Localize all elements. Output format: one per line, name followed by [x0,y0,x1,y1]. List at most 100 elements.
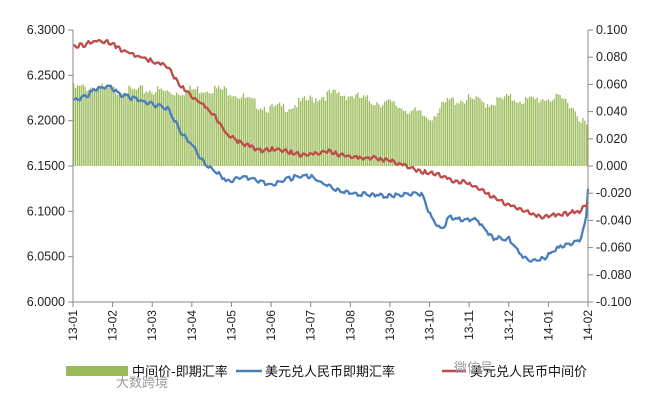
spread-bar [477,96,479,166]
spread-bar [422,115,424,166]
spread-bar [196,86,199,166]
spread-bar [574,111,576,166]
spread-bar [273,106,275,166]
spread-bar [525,96,527,166]
x-tick-labels: 13-01 13-02 13-03 13-04 13-05 13-06 13-07 13-08… [66,302,595,341]
spread-bar [511,100,514,166]
spread-bar [387,99,390,166]
spread-bar [446,97,449,166]
spread-bar [305,100,308,166]
spread-bar [317,101,319,166]
spread-bar [246,97,248,166]
spread-bar [311,97,313,166]
line-series-group [72,38,590,263]
spread-bar [565,98,567,166]
spread-bar [168,91,170,166]
spread-bar [164,91,166,166]
spread-bar [210,93,212,166]
x-tick-label: 13-05 [224,310,238,341]
spread-bar [105,85,107,166]
spread-bar [130,87,132,166]
spread-bar [380,107,382,166]
spread-bar [128,85,130,166]
spread-bar [568,108,571,166]
spread-bar [195,89,197,166]
spread-bar [391,101,393,166]
spread-bar [406,114,409,166]
spread-bar [111,86,113,166]
right-y-tick-label: 0.080 [596,50,627,64]
spread-bar [151,92,153,166]
x-tick-label: 14-01 [541,310,555,341]
spread-bar [267,112,269,166]
spread-bar [340,95,342,166]
left-y-tick-label: 6.1000 [27,204,65,218]
spread-bar [462,101,464,166]
spread-bar [326,91,328,166]
spread-bar [189,85,191,166]
spread-bar [372,105,374,166]
spread-bar [259,108,262,166]
spread-bar [500,97,502,166]
spread-bar [351,96,353,166]
spread-bar [353,98,355,166]
spread-bar [299,101,302,166]
spread-bar [313,102,315,166]
spread-bar [368,100,370,166]
spread-bar [216,88,218,166]
left-y-tick-labels: 6.0000 6.0500 6.1000 6.1500 6.2000 6.2500 6.30… [27,23,73,309]
spread-bar [347,96,349,166]
spread-bar [122,96,124,166]
spread-bar [542,99,544,166]
x-tick-label: 13-04 [185,310,199,341]
spread-bar [176,92,178,166]
right-y-tick-label: 0.020 [596,132,627,146]
spread-bar [233,96,235,166]
spread-bar [303,96,306,166]
spread-bar [166,90,168,166]
spread-bar [217,85,220,166]
spread-bar [464,103,466,166]
spread-bar [223,86,225,166]
spread-bar [319,99,321,166]
spread-bar [296,107,298,166]
spread-bar [254,98,256,166]
spread-bar [553,98,555,166]
spread-bar [483,102,485,166]
spread-bar [383,101,386,166]
spread-bar [80,85,82,166]
spread-bar [256,108,258,166]
spot-rate-line [72,84,590,263]
spread-bar [492,104,494,166]
spread-bar [570,107,573,166]
spread-bar [526,98,529,166]
spread-bar [469,97,472,166]
spread-bar [114,93,117,166]
spread-bar [355,94,357,166]
right-y-tick-label: -0.080 [596,268,631,282]
spread-bar [423,116,426,166]
x-tick-label: 13-06 [264,310,278,341]
spread-bar [538,102,540,166]
spread-bar [156,86,159,166]
legend-label-spot: 美元兑人民币即期汇率 [265,364,395,380]
spread-bar [507,95,510,166]
spread-bar [132,89,134,166]
right-y-tick-label: -0.100 [596,295,631,309]
spread-bar [437,112,439,166]
spread-bar [118,93,121,166]
spread-bar [269,105,271,166]
spread-bar [582,118,584,166]
spread-bar [107,87,109,166]
spread-bar [523,103,525,166]
spread-bar [120,93,122,166]
spread-bar [275,105,277,166]
spread-bar [294,105,296,166]
spread-bar [397,107,399,166]
legend-label-spread: 中间价-即期汇率 [132,364,228,380]
spread-bar [82,84,84,166]
left-y-tick-label: 6.1500 [27,159,65,173]
spread-bar [393,101,395,166]
x-tick-label: 13-10 [423,310,437,341]
spread-bar [584,120,586,166]
